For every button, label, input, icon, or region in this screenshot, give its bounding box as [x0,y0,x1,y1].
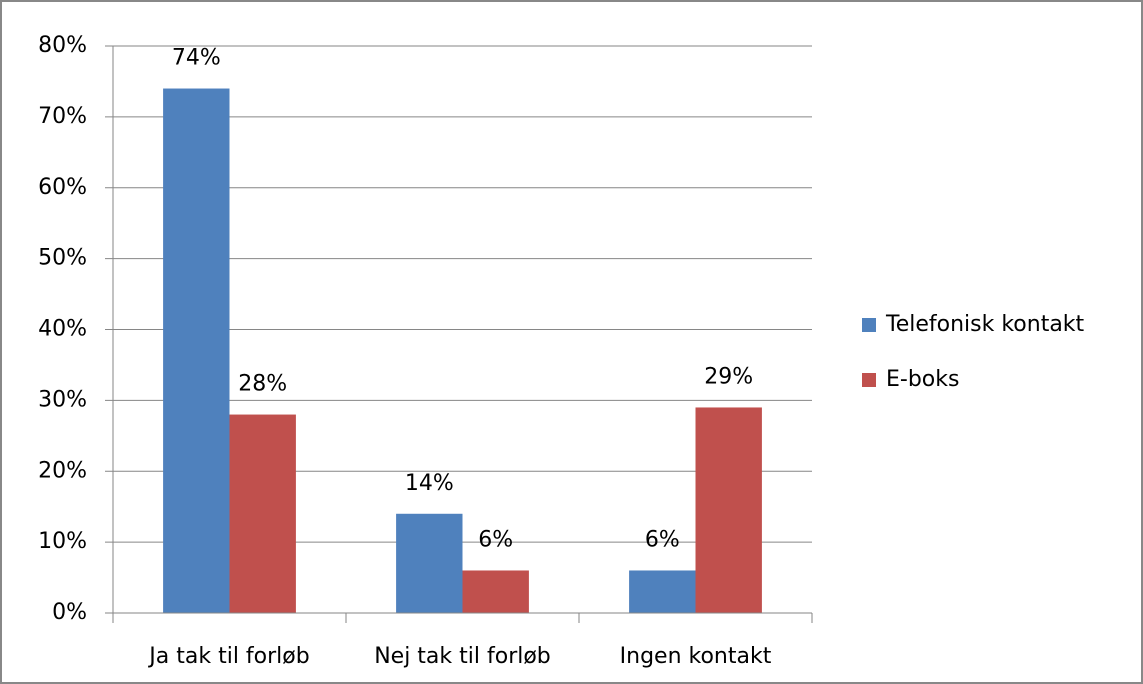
bar [229,414,296,613]
y-tick-label: 70% [38,104,87,129]
bar [629,570,696,613]
y-tick-label: 40% [38,317,87,342]
legend-label: E-boks [886,367,959,392]
bar [462,570,529,613]
y-tick-label: 0% [52,600,87,625]
y-tick-label: 60% [38,175,87,200]
y-tick-label: 30% [38,387,87,412]
data-label: 29% [704,364,753,389]
data-label: 28% [238,372,287,397]
legend-label: Telefonisk kontakt [885,312,1085,337]
legend-swatch [862,373,876,387]
y-tick-label: 10% [38,529,87,554]
data-label: 6% [478,527,513,552]
y-tick-label: 80% [38,33,87,58]
data-label: 74% [172,46,221,71]
bar [695,407,762,613]
bar [396,513,463,613]
data-label: 14% [405,471,454,496]
data-label: 6% [645,527,680,552]
y-tick-label: 50% [38,246,87,271]
x-tick-label: Nej tak til forløb [374,644,551,669]
x-tick-label: Ingen kontakt [620,644,772,669]
y-tick-label: 20% [38,458,87,483]
legend-swatch [862,318,876,332]
x-tick-label: Ja tak til forløb [147,644,309,669]
bar [163,88,230,613]
